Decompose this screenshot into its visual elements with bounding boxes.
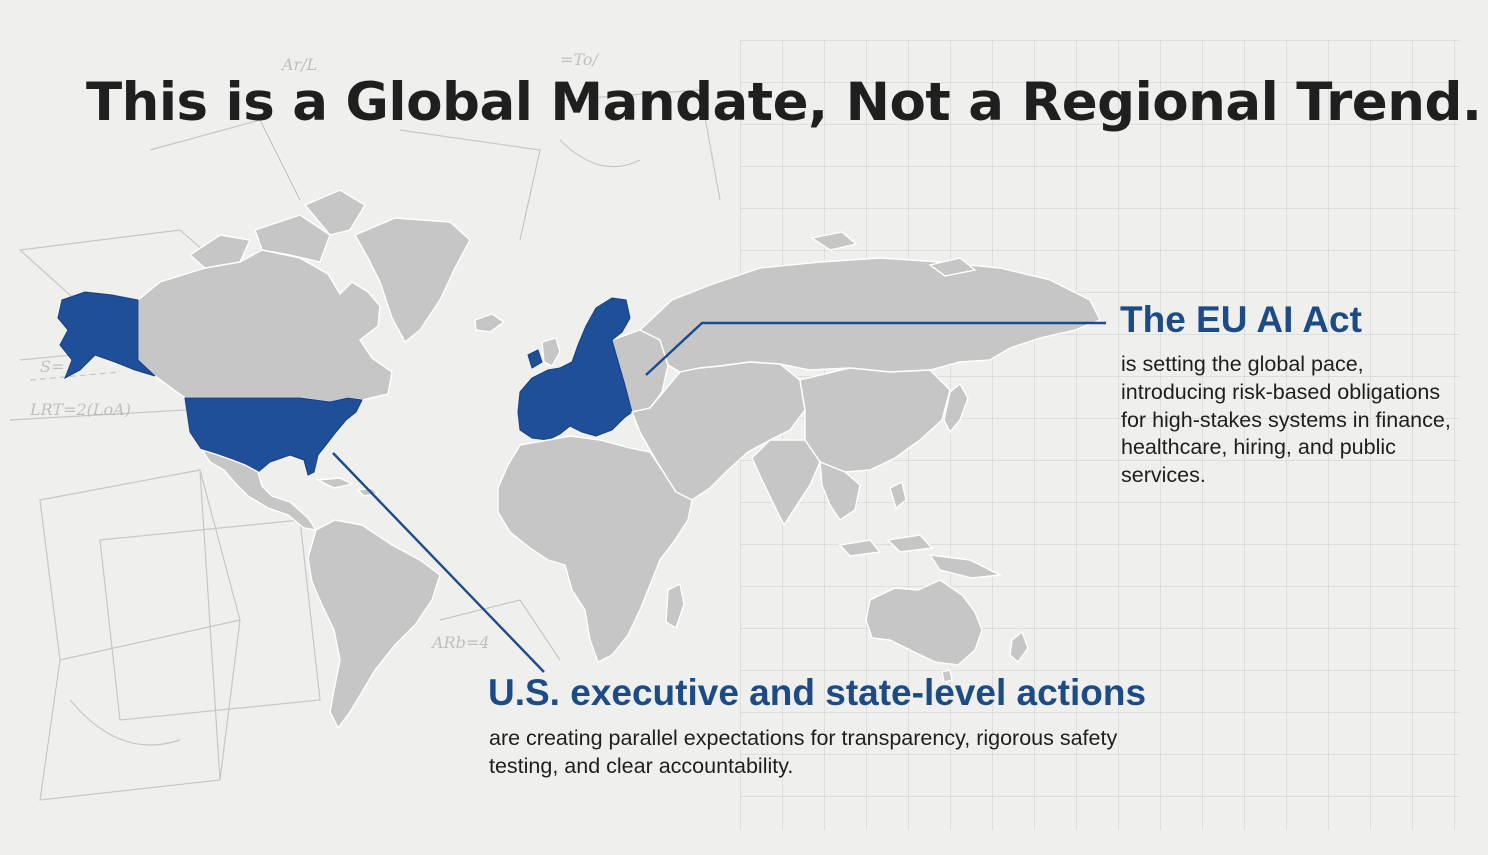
eu-ai-act-description: is setting the global pace, introducing …: [1121, 352, 1451, 488]
map-region-madagascar: [665, 582, 685, 630]
svg-text:Ar/L: Ar/L: [280, 55, 317, 74]
us-callout-line: [332, 452, 545, 673]
us-actions-description: are creating parallel expectations for t…: [489, 726, 1118, 778]
map-region-new-zealand: [1009, 630, 1029, 664]
map-region-south-america: [307, 519, 441, 730]
map-region-india: [751, 439, 821, 527]
map-region-alaska: [57, 291, 156, 380]
eu-callout-line: [645, 321, 1106, 376]
map-region-china: [799, 367, 951, 473]
eu-ai-act-heading: The EU AI Act: [1120, 299, 1362, 340]
slide-title: This is a Global Mandate, Not a Regional…: [86, 72, 1482, 133]
svg-text:ARb=4: ARb=4: [430, 633, 489, 652]
map-region-canada: [137, 249, 393, 403]
map-region-southeast-asia: [819, 460, 861, 521]
map-region-australia: [865, 579, 983, 666]
map-region-africa: [497, 435, 693, 663]
svg-text:S=: S=: [40, 357, 64, 376]
map-region-mexico: [200, 448, 318, 531]
us-actions-heading: U.S. executive and state-level actions: [488, 672, 1147, 713]
map-region-arctic-islands: [188, 234, 252, 269]
map-region-greenland: [354, 217, 471, 344]
map-region-russia: [638, 257, 1101, 373]
svg-text:=To/: =To/: [560, 50, 599, 69]
svg-text:LRT=2(LoA): LRT=2(LoA): [29, 400, 131, 419]
map-region-japan: [943, 382, 969, 434]
map-region-european-union: [517, 297, 633, 441]
